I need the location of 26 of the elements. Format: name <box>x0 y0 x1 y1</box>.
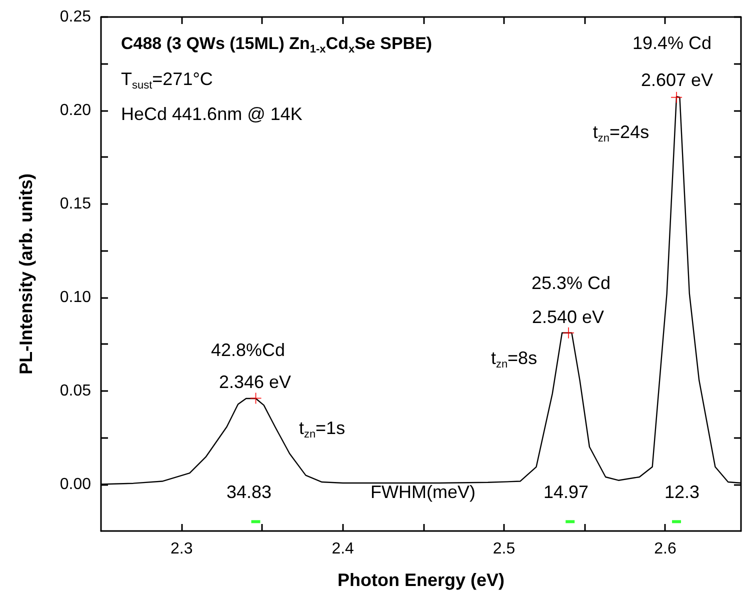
y-tick-label: 0.15 <box>60 195 92 212</box>
annotation: HeCd 441.6nm @ 14K <box>121 104 302 124</box>
point <box>563 327 574 338</box>
annotation: 14.97 <box>543 482 589 502</box>
annotation: 19.4% Cd <box>632 33 712 53</box>
y-tick-label: 0.25 <box>60 8 92 26</box>
x-axis-title: Photon Energy (eV) <box>337 570 505 590</box>
annotation: 34.83 <box>226 482 272 502</box>
point <box>671 92 682 103</box>
annotation: 2.607 eV <box>640 70 714 90</box>
y-tick-label: 0.20 <box>60 102 92 119</box>
x-tick-label: 2.6 <box>654 540 676 558</box>
point <box>250 392 262 404</box>
annotation: 25.3% Cd <box>531 273 611 293</box>
x-tick-label: 2.4 <box>332 540 354 558</box>
x-tick-label: 2.3 <box>170 540 193 558</box>
y-tick-label: 0.00 <box>60 476 92 493</box>
annotation: FWHM(meV) <box>370 482 476 502</box>
y-tick-label: 0.05 <box>60 382 92 400</box>
y-axis-title: PL-Intensity (arb. units) <box>16 173 36 375</box>
y-tick-label: 0.10 <box>60 288 92 306</box>
annotation: 42.8%Cd <box>210 340 286 360</box>
annotation: 2.346 eV <box>218 372 292 392</box>
annotation: 2.540 eV <box>532 307 604 327</box>
annotation: 12.3 <box>664 482 700 502</box>
x-tick-label: 2.5 <box>492 540 516 558</box>
